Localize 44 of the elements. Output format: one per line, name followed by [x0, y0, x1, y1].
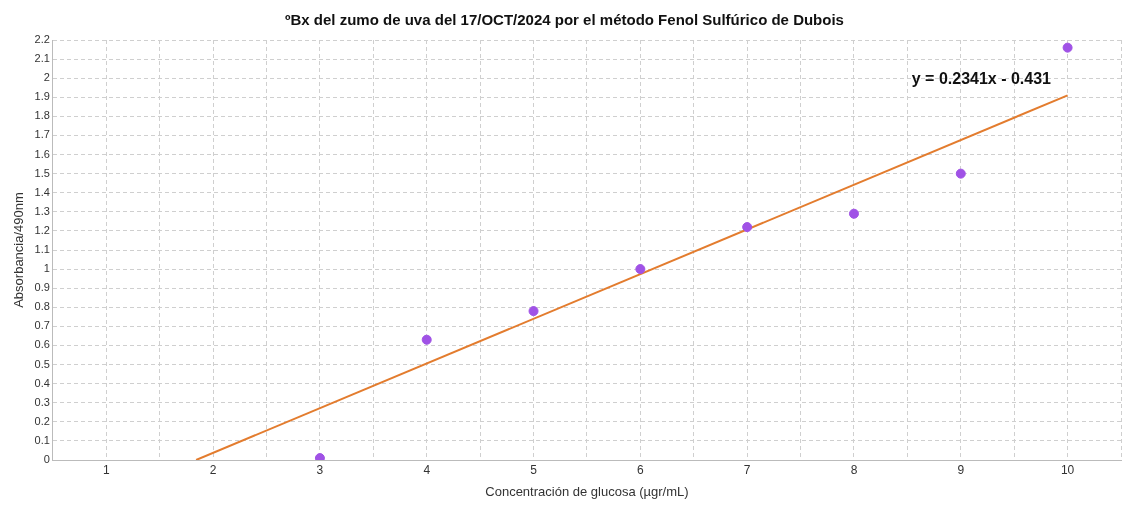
- point: [635, 264, 646, 275]
- y-tick-label: 0.6: [34, 338, 50, 351]
- y-tick-label: 0.8: [34, 300, 50, 313]
- y-tick-label: 1.6: [34, 147, 50, 160]
- y-tick-label: 1.1: [34, 243, 50, 256]
- x-tick-label: 1: [102, 462, 110, 477]
- y-axis-title: Absorbancia/490nm: [11, 192, 27, 308]
- y-tick-label: 2.1: [34, 52, 50, 65]
- y-tick-label: 1.5: [34, 166, 50, 179]
- y-tick-label: 0.9: [34, 281, 50, 294]
- x-tick-label: 10: [1060, 462, 1075, 477]
- y-tick-label: 1.8: [34, 109, 50, 122]
- point: [421, 334, 432, 345]
- x-tick-label: 8: [850, 462, 858, 477]
- point: [848, 208, 859, 219]
- chart-title: ºBx del zumo de uva del 17/OCT/2024 por el método Fenol Sulfúrico de Dubois: [285, 11, 844, 29]
- x-tick-label: 7: [743, 462, 751, 477]
- x-tick-label: 5: [530, 462, 538, 477]
- x-axis-title: Concentración de glucosa (µgr/mL): [485, 483, 689, 499]
- y-tick-label: 0.2: [34, 414, 50, 427]
- y-tick-label: 0.5: [34, 357, 50, 370]
- annotation: y = 0.2341x - 0.431: [911, 70, 1052, 88]
- point: [1062, 42, 1073, 53]
- y-tick-label: 0: [43, 453, 50, 466]
- x-tick-label: 4: [423, 462, 431, 477]
- y-tick-label: 0.1: [34, 433, 50, 446]
- y-tick-label: 1.2: [34, 223, 50, 236]
- point: [955, 168, 966, 179]
- x-tick-label: 6: [637, 462, 645, 477]
- y-tick-label: 1.4: [34, 185, 50, 198]
- y-tick-label: 0.3: [34, 395, 50, 408]
- y-tick-label: 1.3: [34, 204, 50, 217]
- point: [742, 222, 753, 233]
- point: [528, 306, 539, 317]
- x-tick-label: 9: [957, 462, 965, 477]
- x-tick-label: 3: [316, 462, 324, 477]
- y-tick-label: 1.9: [34, 90, 50, 103]
- x-tick-label: 2: [209, 462, 217, 477]
- y-tick-label: 0.4: [34, 376, 50, 389]
- y-tick-label: 2.2: [34, 33, 50, 46]
- y-tick-label: 1.7: [34, 128, 50, 141]
- y-tick-label: 1: [43, 262, 50, 275]
- y-tick-label: 0.7: [34, 319, 50, 332]
- y-tick-label: 2: [43, 71, 50, 84]
